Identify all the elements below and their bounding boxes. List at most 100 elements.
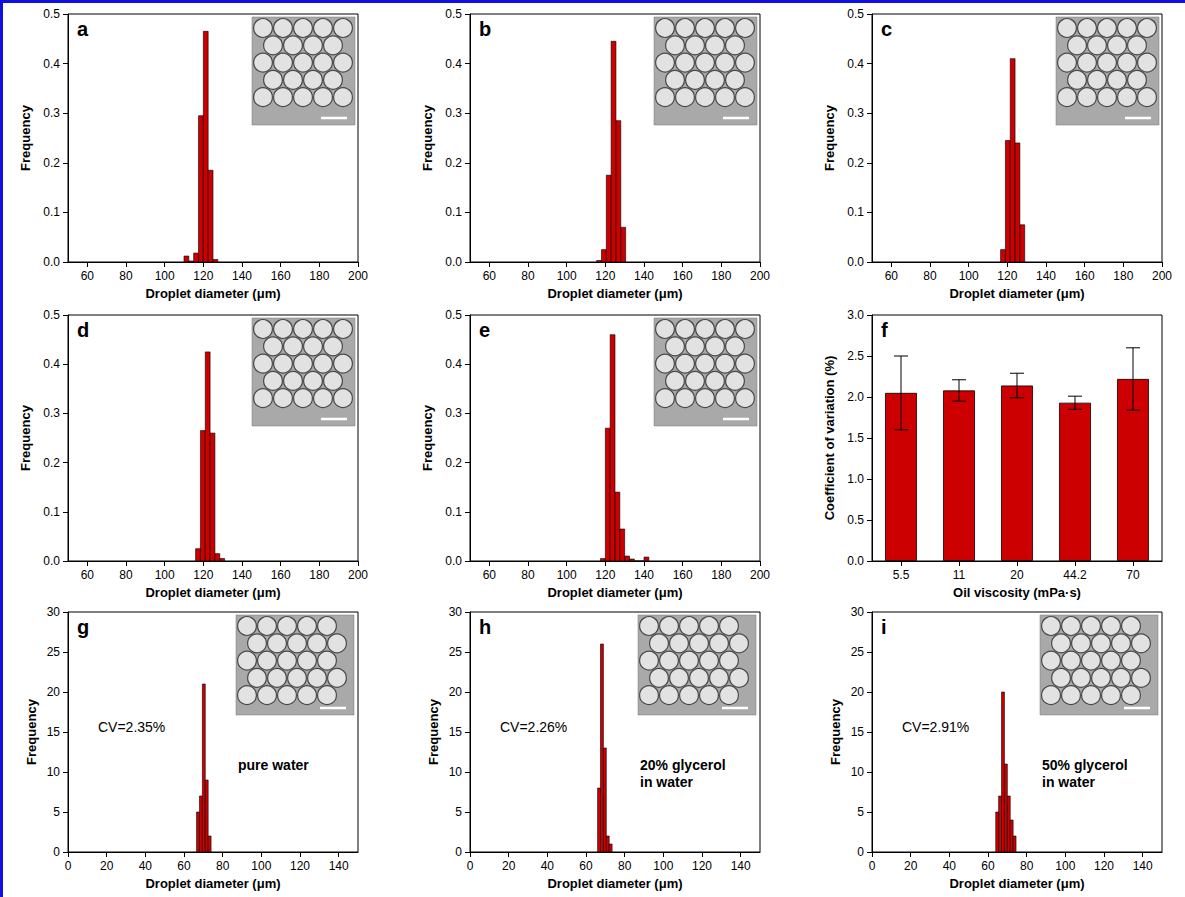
svg-text:140: 140: [329, 859, 349, 873]
svg-text:120: 120: [1094, 859, 1114, 873]
svg-text:0.3: 0.3: [43, 406, 60, 420]
svg-text:0.5: 0.5: [445, 308, 462, 322]
svg-text:40: 40: [139, 859, 153, 873]
svg-text:0: 0: [869, 859, 876, 873]
svg-text:15: 15: [449, 725, 463, 739]
svg-text:50% glycerol: 50% glycerol: [1042, 757, 1128, 773]
svg-text:e: e: [479, 319, 490, 341]
svg-text:0.3: 0.3: [445, 406, 462, 420]
svg-text:60: 60: [81, 269, 95, 283]
svg-text:160: 160: [271, 568, 291, 582]
svg-text:CV=2.35%: CV=2.35%: [98, 719, 165, 735]
svg-text:0.1: 0.1: [445, 205, 462, 219]
svg-text:Droplet diameter (μm): Droplet diameter (μm): [145, 286, 280, 301]
svg-text:0.2: 0.2: [847, 156, 864, 170]
svg-text:0.1: 0.1: [43, 505, 60, 519]
svg-text:0.2: 0.2: [43, 456, 60, 470]
svg-text:120: 120: [997, 269, 1017, 283]
svg-text:80: 80: [923, 269, 937, 283]
svg-text:0.0: 0.0: [847, 255, 864, 269]
svg-text:Coefficient of variation (%): Coefficient of variation (%): [822, 356, 837, 521]
svg-text:0.4: 0.4: [847, 57, 864, 71]
svg-text:a: a: [77, 18, 89, 40]
svg-text:15: 15: [851, 725, 865, 739]
svg-text:Droplet diameter (μm): Droplet diameter (μm): [145, 876, 280, 891]
svg-text:0.0: 0.0: [43, 554, 60, 568]
svg-text:40: 40: [541, 859, 555, 873]
svg-text:200: 200: [348, 568, 368, 582]
svg-text:Droplet diameter (μm): Droplet diameter (μm): [547, 585, 682, 600]
svg-text:15: 15: [47, 725, 61, 739]
svg-text:0.1: 0.1: [847, 205, 864, 219]
svg-text:0: 0: [467, 859, 474, 873]
svg-text:0.2: 0.2: [445, 456, 462, 470]
svg-text:0: 0: [65, 859, 72, 873]
svg-text:180: 180: [711, 269, 731, 283]
svg-text:0.0: 0.0: [847, 554, 864, 568]
svg-text:in water: in water: [640, 774, 693, 790]
svg-text:20: 20: [47, 685, 61, 699]
svg-text:i: i: [881, 616, 887, 638]
svg-text:20: 20: [100, 859, 114, 873]
svg-text:80: 80: [216, 859, 230, 873]
svg-text:44.2: 44.2: [1063, 568, 1087, 582]
svg-text:60: 60: [483, 269, 497, 283]
svg-text:100: 100: [557, 568, 577, 582]
svg-text:100: 100: [557, 269, 577, 283]
svg-text:0.3: 0.3: [43, 106, 60, 120]
svg-text:Droplet diameter (μm): Droplet diameter (μm): [949, 876, 1084, 891]
svg-text:60: 60: [981, 859, 995, 873]
svg-text:pure water: pure water: [238, 757, 309, 773]
svg-text:0: 0: [455, 845, 462, 859]
svg-text:120: 120: [290, 859, 310, 873]
svg-text:0.5: 0.5: [847, 513, 864, 527]
svg-text:140: 140: [232, 568, 252, 582]
svg-text:0.1: 0.1: [43, 205, 60, 219]
svg-text:120: 120: [595, 568, 615, 582]
svg-text:60: 60: [579, 859, 593, 873]
svg-text:Frequency: Frequency: [426, 698, 441, 765]
svg-text:Frequency: Frequency: [24, 698, 39, 765]
svg-text:5: 5: [455, 805, 462, 819]
svg-text:0.1: 0.1: [445, 505, 462, 519]
svg-text:10: 10: [47, 765, 61, 779]
svg-text:80: 80: [618, 859, 632, 873]
svg-text:20: 20: [1010, 568, 1024, 582]
svg-text:140: 140: [731, 859, 751, 873]
svg-text:180: 180: [309, 269, 329, 283]
svg-text:5: 5: [857, 805, 864, 819]
svg-text:Frequency: Frequency: [420, 404, 435, 471]
svg-text:Frequency: Frequency: [828, 698, 843, 765]
svg-text:30: 30: [47, 605, 61, 619]
svg-text:200: 200: [1152, 269, 1172, 283]
svg-text:0.4: 0.4: [43, 357, 60, 371]
svg-text:60: 60: [885, 269, 899, 283]
svg-text:60: 60: [483, 568, 497, 582]
svg-text:0.3: 0.3: [847, 106, 864, 120]
svg-text:Droplet diameter (μm): Droplet diameter (μm): [547, 876, 682, 891]
svg-text:25: 25: [449, 645, 463, 659]
svg-text:100: 100: [959, 269, 979, 283]
svg-text:30: 30: [449, 605, 463, 619]
svg-text:0.5: 0.5: [445, 7, 462, 21]
svg-text:140: 140: [634, 568, 654, 582]
svg-text:200: 200: [348, 269, 368, 283]
svg-text:b: b: [479, 18, 491, 40]
svg-text:80: 80: [119, 269, 133, 283]
svg-text:f: f: [881, 319, 888, 341]
svg-text:160: 160: [673, 568, 693, 582]
svg-text:120: 120: [595, 269, 615, 283]
svg-text:160: 160: [271, 269, 291, 283]
svg-text:80: 80: [521, 269, 535, 283]
svg-text:100: 100: [1055, 859, 1075, 873]
svg-text:0.5: 0.5: [43, 7, 60, 21]
svg-text:11: 11: [953, 568, 966, 582]
svg-text:Droplet diameter (μm): Droplet diameter (μm): [547, 286, 682, 301]
svg-text:180: 180: [711, 568, 731, 582]
svg-text:0.2: 0.2: [43, 156, 60, 170]
svg-text:20: 20: [851, 685, 865, 699]
svg-text:c: c: [881, 18, 892, 40]
svg-text:2.5: 2.5: [847, 349, 864, 363]
svg-text:30: 30: [851, 605, 865, 619]
svg-text:20: 20: [449, 685, 463, 699]
